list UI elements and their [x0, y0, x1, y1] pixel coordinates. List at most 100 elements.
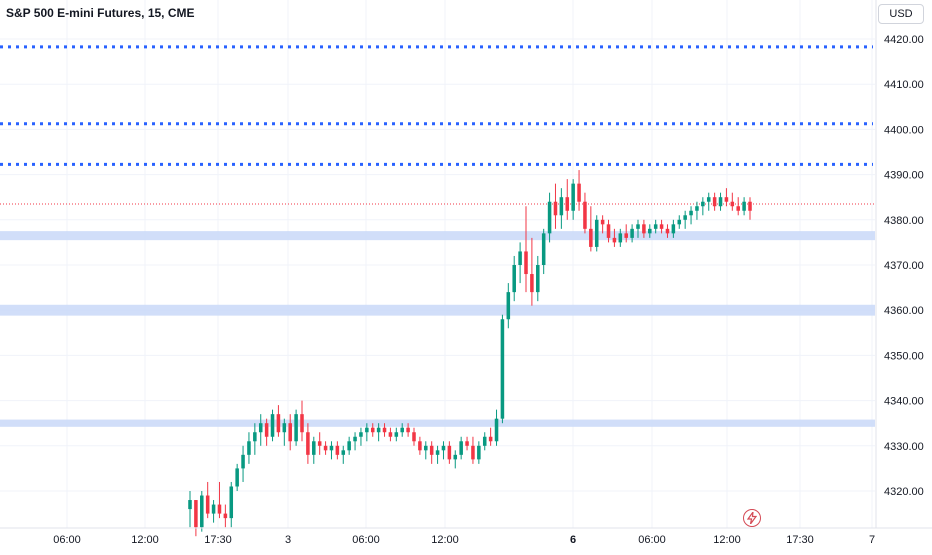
time-tick-label: 17:30	[786, 534, 814, 546]
time-tick-label: 12:00	[713, 534, 741, 546]
candle-body	[329, 445, 334, 451]
candle-body	[447, 445, 452, 460]
candle-body	[424, 445, 428, 451]
candle-body	[594, 219, 599, 247]
candle-body	[376, 427, 381, 433]
time-tick-label: 3	[285, 534, 291, 546]
candle-body	[677, 219, 682, 225]
candle-body	[435, 450, 440, 455]
lightning-bolt-icon[interactable]	[743, 509, 761, 527]
candle-body	[683, 215, 687, 220]
candle-body	[353, 436, 357, 442]
candle-body	[317, 441, 322, 446]
time-tick-label: 6	[570, 534, 576, 546]
candle-body	[695, 206, 699, 211]
candle-body	[718, 197, 723, 207]
support-zone	[0, 419, 875, 427]
candle-body	[235, 468, 239, 487]
grid-lines	[0, 0, 875, 528]
candle-body	[253, 432, 257, 442]
price-tick-label: 4340.00	[884, 396, 924, 408]
price-tick-label: 4400.00	[884, 124, 924, 136]
candle-body	[648, 228, 652, 234]
candle-body	[748, 201, 752, 211]
candle-body	[194, 500, 198, 528]
candle-body	[264, 423, 269, 437]
candle-body	[400, 427, 404, 433]
candle-body	[205, 495, 210, 514]
price-axis-bg	[876, 0, 932, 550]
candle-body	[600, 219, 605, 225]
candle-body	[736, 206, 740, 211]
candle-body	[571, 183, 575, 211]
candle-body	[712, 197, 717, 207]
candle-body	[689, 210, 693, 216]
candle-body	[312, 441, 316, 455]
candle-body	[270, 414, 275, 437]
candle-body	[742, 201, 746, 211]
candle-body	[288, 423, 292, 442]
candle-body	[441, 445, 446, 451]
candle-body	[730, 201, 735, 207]
candle-body	[347, 441, 351, 451]
candle-body	[323, 445, 328, 451]
candle-body	[188, 500, 192, 510]
candle-body	[217, 504, 222, 514]
candle-body	[471, 445, 475, 460]
candle-body	[577, 183, 581, 202]
support-zones	[0, 231, 875, 427]
time-tick-label: 7	[869, 534, 875, 546]
candle-body	[388, 432, 393, 437]
time-tick-label: 06:00	[53, 534, 81, 546]
currency-button[interactable]: USD	[878, 4, 924, 24]
price-tick-label: 4380.00	[884, 215, 924, 227]
candle-body	[335, 445, 340, 455]
candle-body	[506, 292, 511, 320]
candle-body	[671, 224, 676, 234]
candle-body	[359, 432, 363, 437]
candle-body	[258, 423, 263, 433]
candle-body	[482, 436, 487, 446]
time-tick-label: 12:00	[431, 534, 459, 546]
candle-body	[559, 197, 564, 216]
price-tick-label: 4410.00	[884, 79, 924, 91]
candle-body	[636, 224, 640, 229]
price-tick-label: 4350.00	[884, 350, 924, 362]
candle-body	[724, 197, 729, 202]
candle-body	[370, 427, 375, 433]
price-axis: 4320.00 4330.00 4340.00 4350.00 4360.00 4370.…	[875, 0, 932, 550]
candle-body	[247, 441, 251, 455]
candle-body	[606, 224, 611, 238]
candle-body	[500, 319, 505, 419]
candle-body	[547, 201, 552, 234]
candle-body	[306, 432, 310, 455]
candle-body	[200, 495, 204, 528]
candle-body	[453, 454, 458, 460]
candle-body	[429, 445, 434, 455]
candle-body	[241, 454, 245, 469]
candle-body	[406, 427, 410, 433]
support-zone	[0, 231, 875, 241]
candle-body	[276, 414, 281, 433]
candle-body	[701, 201, 705, 207]
candle-body	[282, 423, 287, 433]
candle-body	[624, 233, 628, 238]
candle-body	[524, 251, 528, 275]
price-tick-label: 4420.00	[884, 34, 924, 46]
candle-body	[589, 228, 593, 247]
candle-body	[530, 274, 534, 293]
candle-body	[211, 504, 216, 514]
candle-body	[418, 441, 422, 451]
price-tick-label: 4370.00	[884, 260, 924, 272]
candle-body	[630, 228, 634, 238]
candle-body	[536, 265, 540, 293]
price-tick-label: 4330.00	[884, 441, 924, 453]
candle-body	[341, 450, 346, 455]
candle-body	[518, 251, 522, 265]
candle-body	[382, 427, 387, 433]
candle-body	[706, 197, 711, 202]
candle-body	[541, 233, 546, 265]
candle-body	[412, 432, 416, 442]
